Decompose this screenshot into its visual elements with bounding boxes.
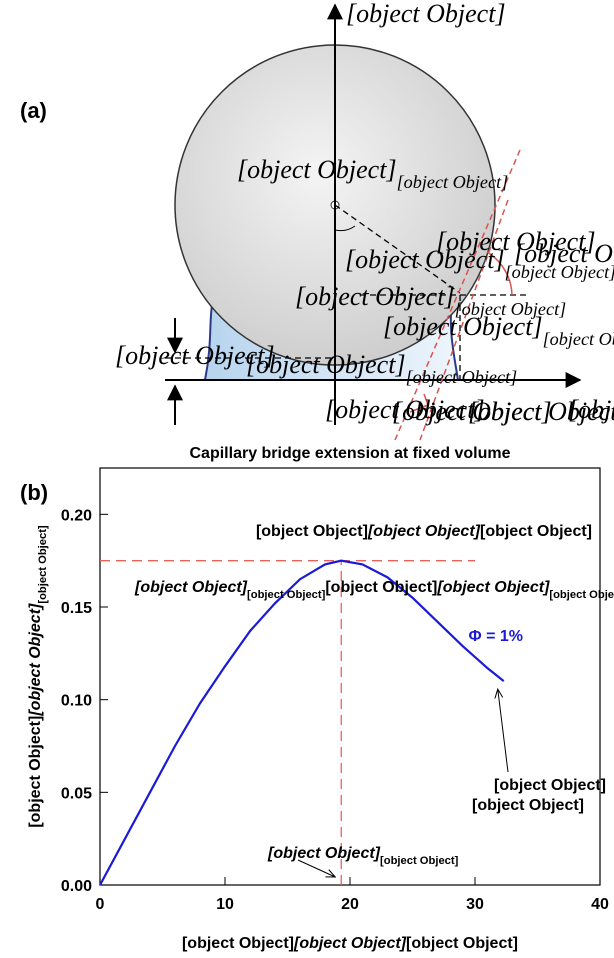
x-tick-label: 30 (466, 896, 484, 913)
label-part: [object Object] (406, 935, 518, 952)
label-part: [object Object] (237, 155, 397, 184)
annotation-arrow (297, 859, 335, 877)
annotation: [object Object][object Object][object Ob… (256, 523, 592, 540)
label-part: [object Object] (345, 245, 505, 274)
tangent-line (394, 149, 521, 441)
alpha-mark (409, 393, 429, 413)
y-tick-label: 0.00 (61, 878, 92, 895)
label-part: [object Object] (549, 589, 614, 601)
chart-title: Capillary bridge extension at fixed volu… (190, 445, 511, 462)
label-part: [object Object] (246, 350, 406, 379)
diagram-label: [object Object] (392, 397, 552, 426)
y-tick-label: 0.20 (61, 507, 92, 524)
diagram-label: [object Object] (115, 341, 275, 370)
annotation: [object Object][object Object] (267, 845, 459, 867)
liquid-bridge (205, 285, 458, 380)
diagram-label: [object Object][object Object] (246, 350, 517, 387)
label-part: [object Object] (543, 329, 614, 349)
label-part: [object Object] (27, 716, 44, 828)
label-part: [object Object] (37, 525, 49, 604)
label-part: [object Object] (267, 845, 381, 862)
label-part: [object Object] (182, 935, 294, 952)
label-part: [object Object] (325, 395, 485, 424)
label-part: [object Object] (468, 397, 614, 426)
diagram-label: [object Object][object Object] (383, 312, 614, 349)
annotation: [object Object] (472, 797, 584, 814)
x-tick-label: 20 (341, 896, 359, 913)
annotation: [object Object] (494, 777, 606, 794)
label-part: [object Object] (346, 0, 506, 28)
label-part: [object Object] (383, 312, 543, 341)
label-part: [object Object] (406, 367, 518, 387)
label-part: [object Object] (367, 523, 481, 540)
diagram: [object Object][object Object][object Ob… (115, 0, 614, 441)
diagram-label: [object Object] (436, 227, 596, 256)
phi-arc (334, 225, 356, 232)
diagram-label: [object Object][object Object] (468, 397, 614, 434)
label-part: [object Object] (436, 579, 550, 596)
diagram-label: [object Object] (325, 395, 485, 424)
x-axis-label: [object Object][object Object][object Ob… (182, 935, 518, 952)
label-part: [object Object] (494, 777, 606, 794)
label-part: [object Object] (325, 579, 437, 596)
annotation-arrow (498, 689, 509, 773)
label-part: [object Object] (472, 797, 584, 814)
label-part: [object Object] (295, 282, 455, 311)
diagram-label: [object Object][object Object] (295, 282, 566, 319)
x-tick-label: 10 (216, 896, 234, 913)
label-part: [object Object] (380, 855, 459, 867)
label-part: [object Object] (505, 262, 614, 282)
diagram-label: [object Object][object Object] (345, 245, 614, 282)
diagram-label: [object Object] (568, 395, 614, 424)
label-part: [object Object] (247, 589, 326, 601)
y-tick-label: 0.10 (61, 693, 92, 710)
label-part: [object Object] (397, 172, 509, 192)
panel-label: (b) (20, 480, 48, 505)
meniscus-tangent (419, 199, 509, 441)
label-part: [object Object] (392, 397, 552, 426)
label-part: [object Object] (256, 523, 368, 540)
label-part: [object Object] (480, 523, 592, 540)
y-axis-label: [object Object][object Object][object Ob… (27, 525, 49, 828)
label-part: [object Object] (568, 395, 614, 424)
chart: Capillary bridge extension at fixed volu… (27, 445, 614, 952)
annotation: [object Object][object Object][object Ob… (134, 579, 614, 601)
label-part: [object Object] (436, 227, 596, 256)
x-tick-label: 0 (96, 896, 105, 913)
label-part: [object Object] (115, 341, 275, 370)
radius-line (334, 204, 461, 294)
series-label: Φ = 1% (469, 628, 524, 645)
diagram-label: [object Object][object Object] (514, 239, 614, 276)
theta-arc (486, 251, 513, 296)
y-tick-label: 0.05 (61, 785, 92, 802)
x-tick-label: 40 (591, 896, 609, 913)
y-tick-label: 0.15 (61, 600, 92, 617)
label-part: [object Object] (514, 239, 614, 268)
panel-label: (a) (20, 98, 47, 123)
label-part: [object Object] (455, 299, 567, 319)
diagram-label: [object Object] (346, 0, 506, 28)
series-line (99, 559, 505, 886)
label-part: [object Object] (27, 603, 44, 717)
label-part: [object Object] (134, 579, 248, 596)
diagram-label: [object Object][object Object] (237, 155, 508, 192)
label-part: [object Object] (293, 935, 407, 952)
